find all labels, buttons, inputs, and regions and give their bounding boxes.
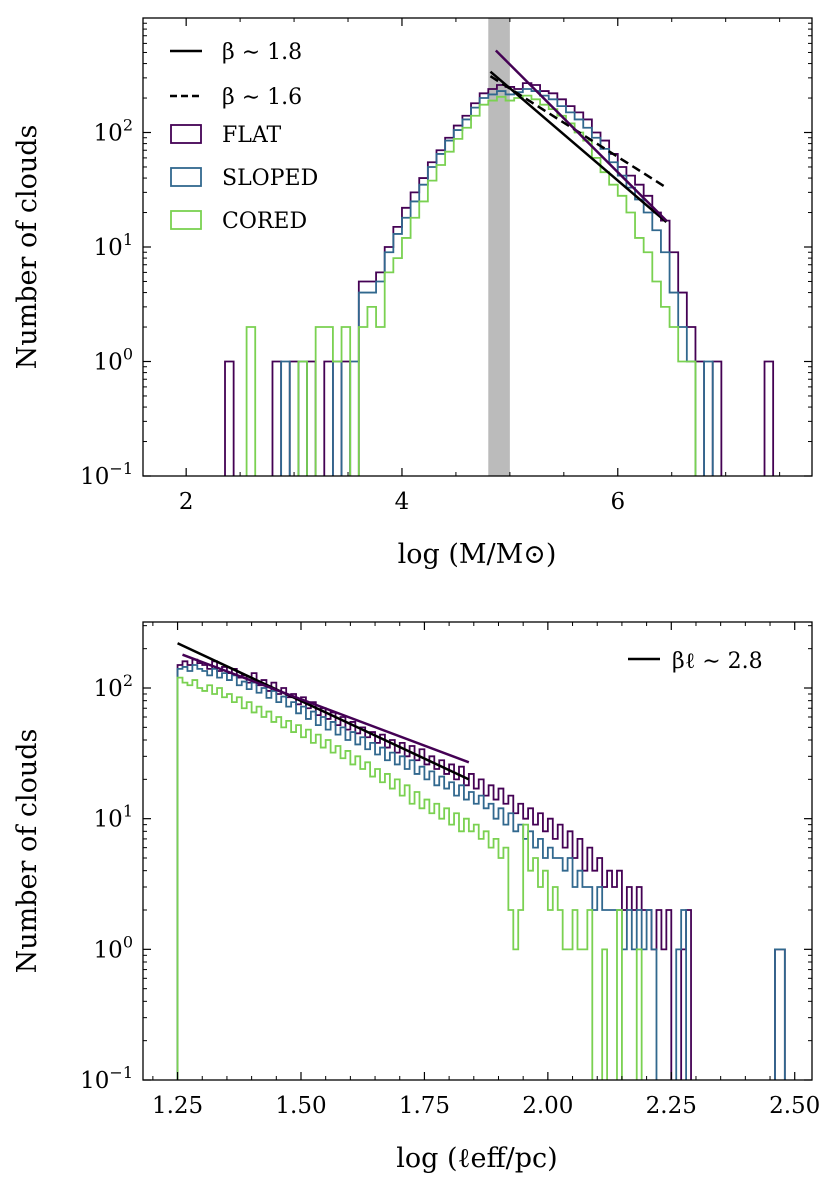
legend-label-beta-1-6: β ∼ 1.6 <box>222 85 302 110</box>
legend-label-sloped: SLOPED <box>222 166 318 191</box>
bottom-xlabel: log (ℓeff/pc) <box>396 1143 557 1174</box>
top-xlabel: log (M/M⊙) <box>398 539 557 570</box>
bottom-xtick-label: 2.25 <box>646 1093 697 1119</box>
bottom-plot-area <box>176 642 786 1080</box>
top-ytick-label: 101 <box>94 230 133 261</box>
legend-box-flat <box>170 124 202 144</box>
bottom-xtick-label: 2.00 <box>522 1093 573 1119</box>
legend-label-beta-1-8: β ∼ 1.8 <box>222 40 302 65</box>
top-ytick-label: 10−1 <box>80 459 133 490</box>
top-ticks: 2 4 6 10−1 100 101 102 <box>80 18 812 515</box>
bottom-fit-beta-l-2.8 <box>177 642 470 781</box>
top-legend: β ∼ 1.8 β ∼ 1.6 FLAT SLOPED CORED <box>170 40 318 234</box>
top-fit-flat-fit <box>494 49 668 222</box>
bottom-xtick-label: 1.50 <box>275 1093 326 1119</box>
top-xtick-label: 4 <box>395 489 410 515</box>
bottom-xtick-label: 1.75 <box>399 1093 450 1119</box>
legend-label-cored: CORED <box>222 209 307 234</box>
legend-box-cored <box>170 210 202 230</box>
bottom-xtick-label: 2.50 <box>769 1093 820 1119</box>
top-ytick-label: 102 <box>94 116 133 147</box>
bottom-xtick-label: 1.25 <box>152 1093 203 1119</box>
bottom-fit-flat-fit <box>182 653 470 764</box>
top-xtick-label: 6 <box>610 489 625 515</box>
bottom-legend: βℓ ∼ 2.8 <box>628 649 763 674</box>
bottom-ytick-label: 102 <box>94 671 133 702</box>
top-plot-area <box>224 18 775 476</box>
top-panel: 2 4 6 10−1 100 101 102 β ∼ 1.8 β ∼ 1.6 FLAT SL… <box>12 17 813 570</box>
bottom-ytick-label: 10−1 <box>80 1063 133 1094</box>
top-shaded-band <box>488 18 510 476</box>
bottom-ylabel: Number of clouds <box>12 729 43 974</box>
bottom-panel: 1.25 1.50 1.75 2.00 2.25 2.50 10−1 100 101 102 βℓ… <box>12 621 820 1174</box>
top-fit-beta-1.8 <box>489 70 668 224</box>
legend-label-beta-l-2-8: βℓ ∼ 2.8 <box>672 649 763 674</box>
bottom-ytick-label: 100 <box>94 932 133 963</box>
legend-label-flat: FLAT <box>222 123 282 148</box>
top-ylabel: Number of clouds <box>12 125 43 370</box>
top-ytick-label: 100 <box>94 345 133 376</box>
legend-box-sloped <box>170 167 202 187</box>
bottom-ytick-label: 101 <box>94 802 133 833</box>
top-hist-cored <box>245 94 697 476</box>
bottom-axes-frame <box>142 621 813 1081</box>
top-xtick-label: 2 <box>179 489 194 515</box>
bottom-hist-cored <box>176 676 643 1080</box>
bottom-ticks: 1.25 1.50 1.75 2.00 2.25 2.50 10−1 100 101 102 <box>80 622 820 1119</box>
